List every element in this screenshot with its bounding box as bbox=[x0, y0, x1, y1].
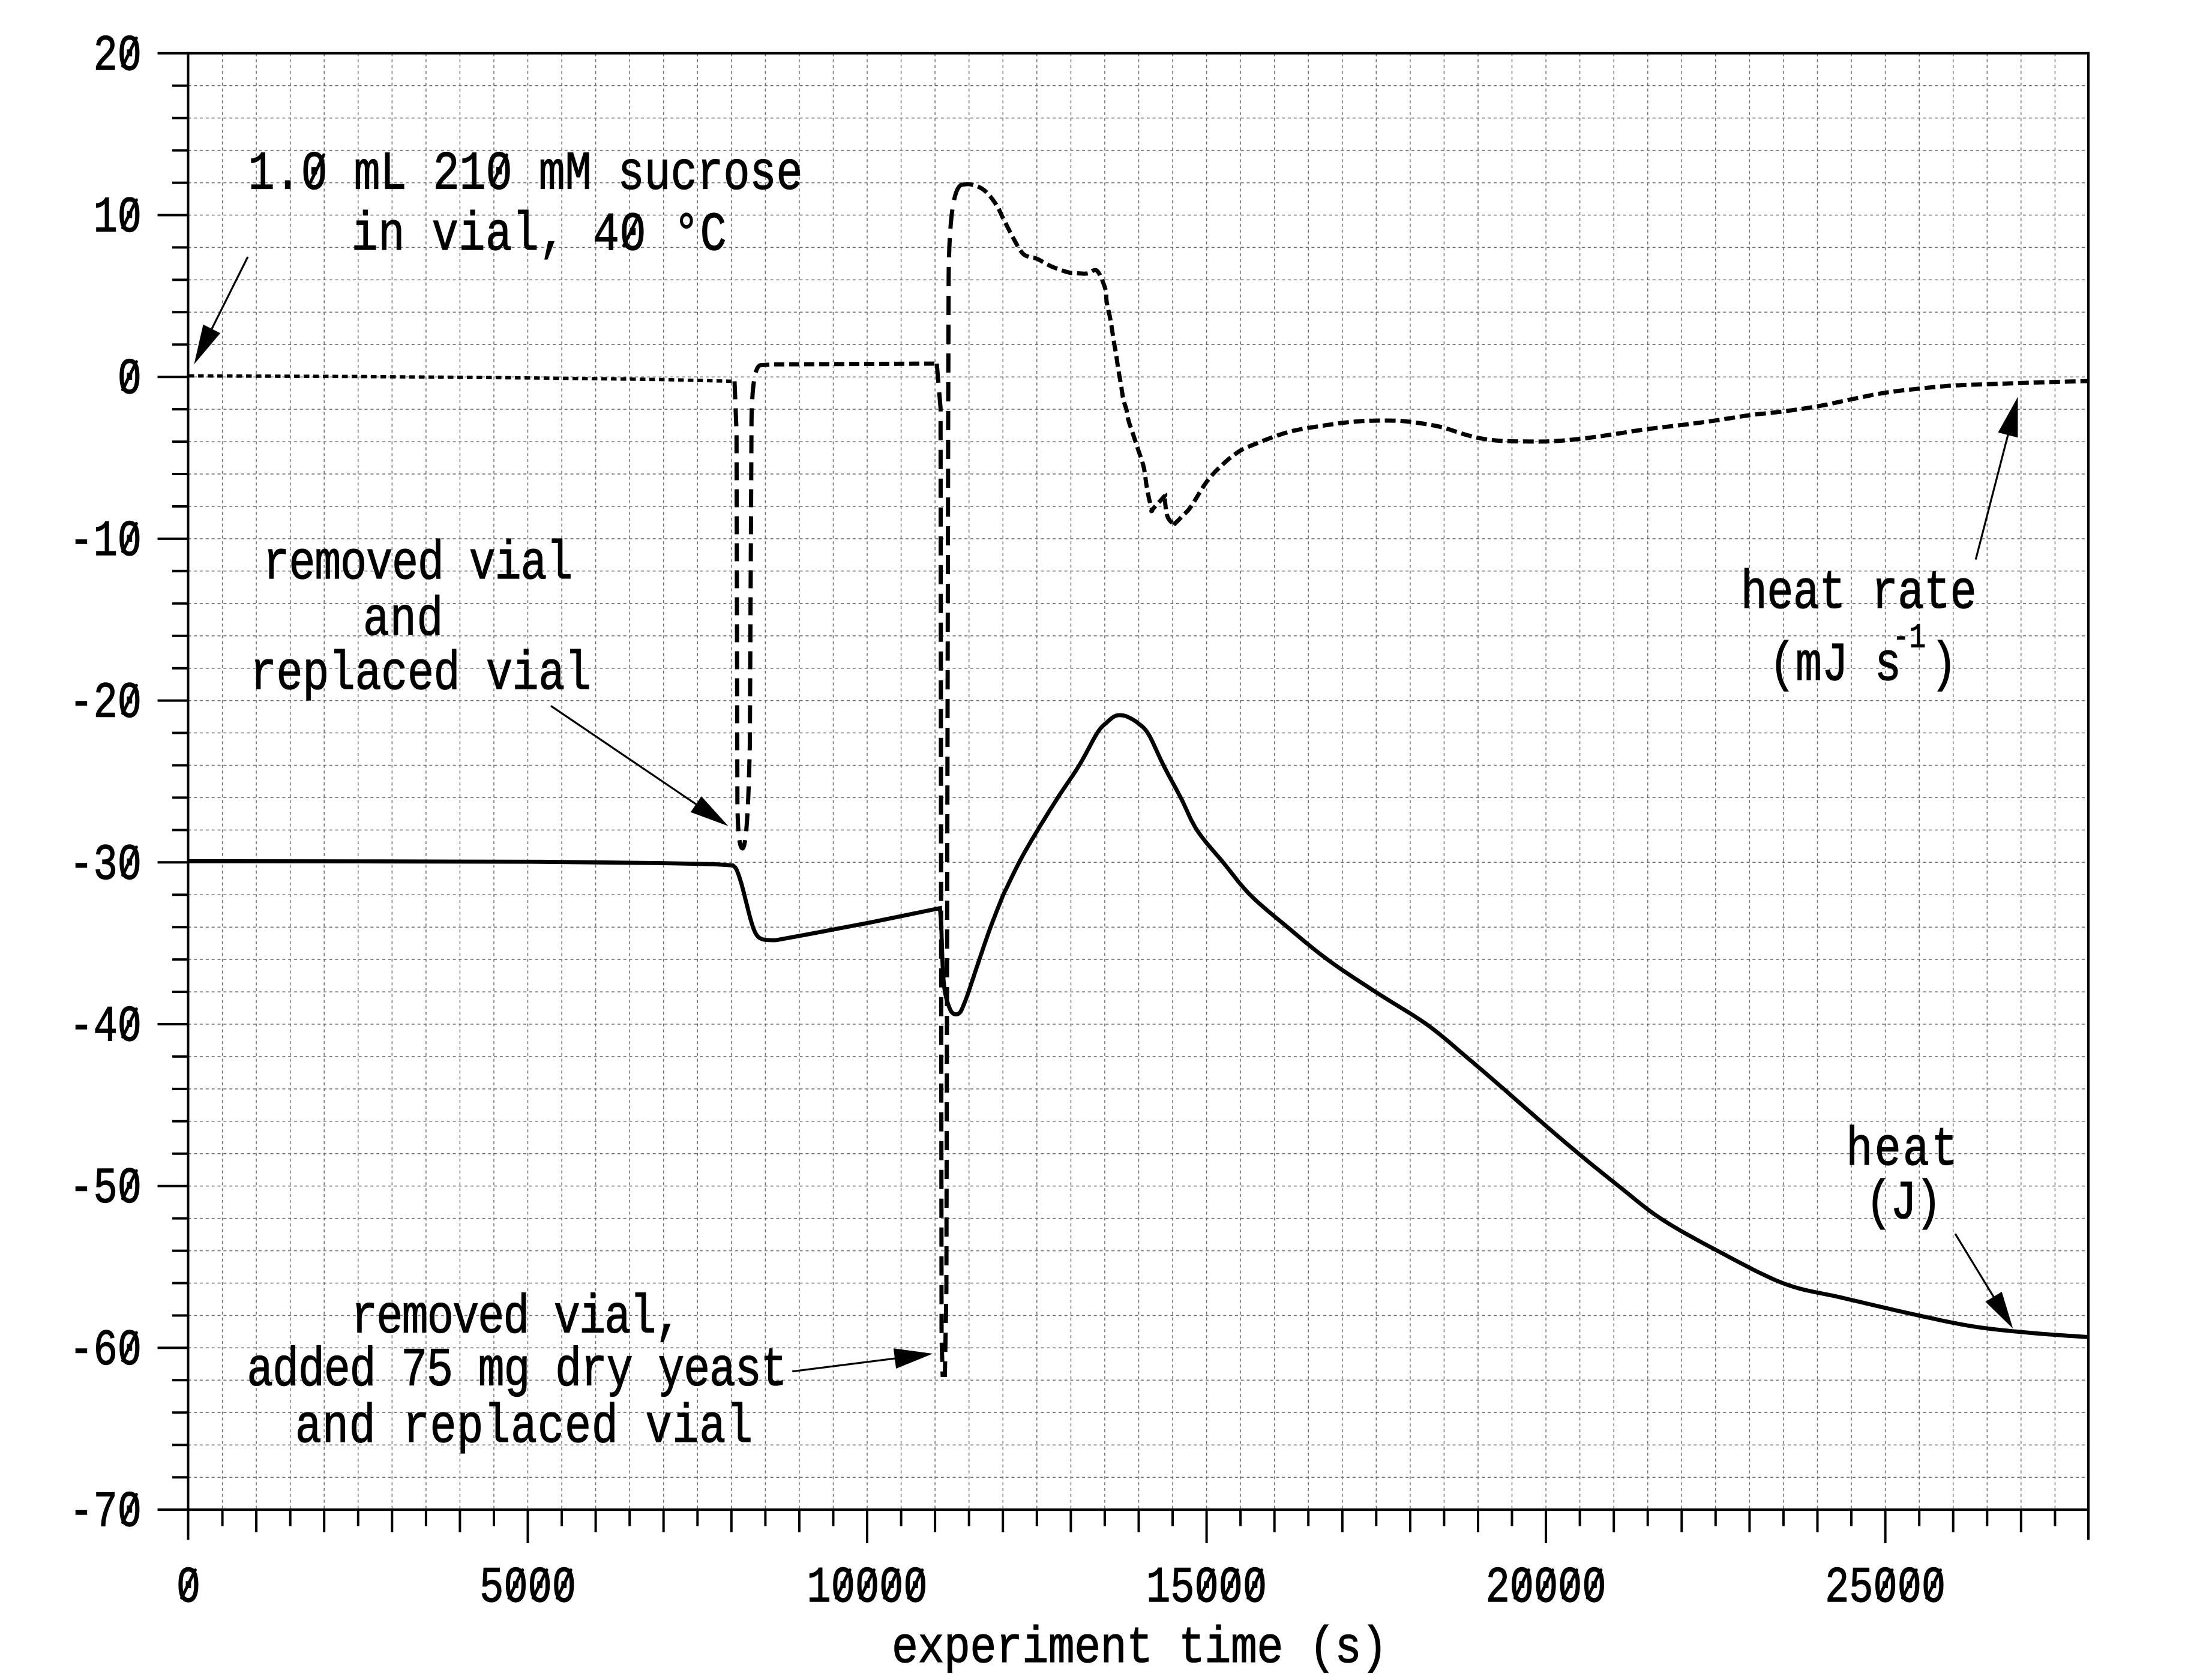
svg-text:(J): (J) bbox=[1866, 1172, 1940, 1234]
svg-text:25000: 25000 bbox=[1825, 1559, 1946, 1616]
svg-text:and replaced vial: and replaced vial bbox=[295, 1396, 753, 1458]
svg-text:1.0 mL 210 mM sucrose: 1.0 mL 210 mM sucrose bbox=[248, 143, 803, 205]
svg-text:-20: -20 bbox=[69, 675, 142, 732]
svg-text:10000: 10000 bbox=[807, 1559, 928, 1616]
svg-text:-10: -10 bbox=[69, 513, 142, 570]
svg-text:20000: 20000 bbox=[1486, 1559, 1606, 1616]
svg-text:10: 10 bbox=[94, 190, 142, 247]
svg-text:0: 0 bbox=[176, 1559, 200, 1616]
svg-text:removed vial: removed vial bbox=[263, 533, 572, 595]
svg-text:0: 0 bbox=[118, 351, 142, 408]
svg-text:5000: 5000 bbox=[479, 1559, 576, 1616]
svg-text:15000: 15000 bbox=[1146, 1559, 1267, 1616]
svg-text:removed vial,: removed vial, bbox=[351, 1287, 681, 1349]
svg-text:in vial, 40 °C: in vial, 40 °C bbox=[352, 204, 727, 266]
svg-text:-50: -50 bbox=[69, 1160, 142, 1217]
svg-text:added 75 mg dry yeast: added 75 mg dry yeast bbox=[247, 1340, 786, 1402]
svg-text:-40: -40 bbox=[69, 998, 142, 1055]
svg-text:20: 20 bbox=[94, 28, 142, 85]
svg-text:experiment time (s): experiment time (s) bbox=[892, 1619, 1387, 1678]
svg-text:-30: -30 bbox=[69, 837, 142, 894]
svg-text:replaced vial: replaced vial bbox=[250, 643, 591, 705]
svg-text:heat rate: heat rate bbox=[1741, 562, 1977, 624]
svg-text:-70: -70 bbox=[69, 1484, 142, 1541]
svg-text:-60: -60 bbox=[69, 1322, 142, 1379]
svg-text:heat: heat bbox=[1846, 1119, 1959, 1181]
svg-text:and: and bbox=[363, 589, 443, 651]
